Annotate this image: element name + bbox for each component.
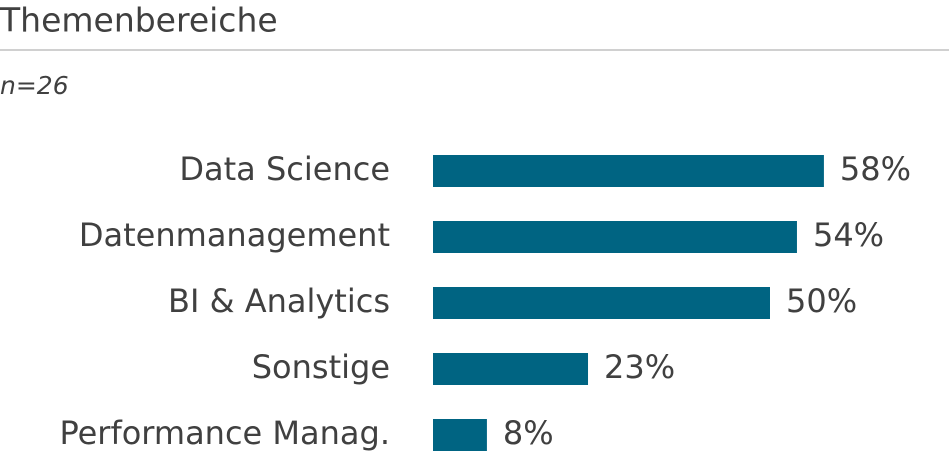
bar [433, 287, 770, 319]
value-label: 50% [786, 282, 857, 320]
chart-subtitle: n=26 [0, 71, 69, 100]
bar [433, 353, 589, 385]
value-label: 23% [604, 348, 675, 386]
category-label: Datenmanagement [79, 216, 390, 254]
category-label: BI & Analytics [168, 282, 390, 320]
value-label: 58% [840, 150, 911, 188]
category-label: Performance Manag. [59, 414, 390, 452]
value-label: 8% [503, 414, 554, 452]
category-label: Sonstige [252, 348, 390, 386]
bar [433, 221, 797, 253]
bar [433, 419, 487, 451]
category-label: Data Science [179, 150, 390, 188]
bar [433, 155, 824, 187]
chart-title: Themenbereiche [0, 1, 278, 40]
value-label: 54% [813, 216, 884, 254]
